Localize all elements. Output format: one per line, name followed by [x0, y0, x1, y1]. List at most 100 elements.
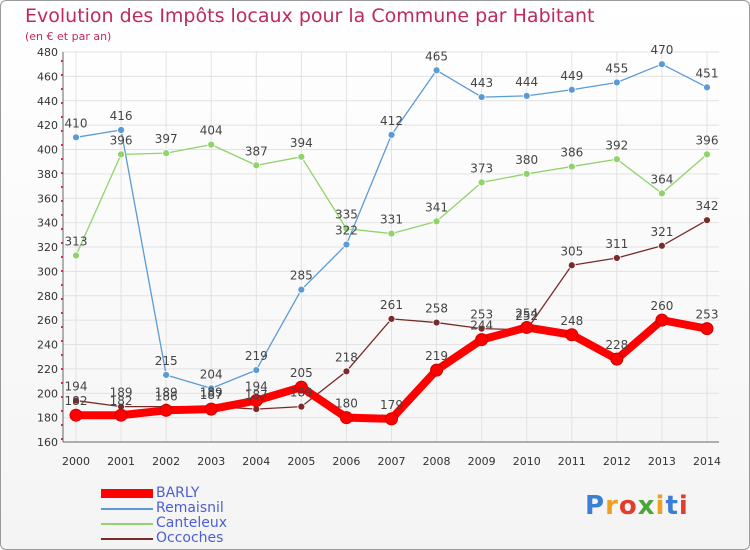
x-tick-label: 2011 — [558, 455, 586, 468]
y-tick-label: 420 — [37, 119, 58, 132]
legend-swatch — [101, 538, 153, 540]
data-point-remaisnil — [342, 240, 351, 249]
data-point-barly — [249, 394, 263, 408]
data-label-barly: 254 — [515, 306, 538, 320]
y-axis-minor-tick — [61, 200, 63, 202]
data-label-barly: 219 — [425, 349, 448, 363]
y-axis-minor-tick — [61, 186, 63, 188]
data-label-occoches: 189 — [155, 386, 178, 400]
data-point-canteleux — [207, 140, 216, 149]
data-point-canteleux — [72, 251, 80, 260]
data-point-canteleux — [297, 152, 306, 161]
x-tick-label: 2010 — [513, 455, 541, 468]
legend-label: BARLY — [156, 485, 200, 501]
x-tick-label: 2002 — [152, 455, 180, 468]
data-label-remaisnil: 444 — [515, 75, 538, 89]
data-label-canteleux: 380 — [515, 153, 538, 167]
y-axis-minor-tick — [61, 438, 63, 440]
data-label-canteleux: 386 — [560, 146, 583, 160]
logo-letter: o — [618, 491, 638, 521]
data-label-barly: 182 — [65, 394, 88, 408]
y-axis-minor-tick — [61, 130, 63, 132]
data-label-canteleux: 396 — [110, 133, 133, 147]
x-tick-label: 2008 — [423, 455, 451, 468]
data-point-canteleux — [612, 155, 621, 164]
data-point-barly — [700, 322, 714, 336]
data-point-remaisnil — [612, 78, 621, 87]
data-label-remaisnil: 285 — [290, 269, 313, 283]
y-axis-minor-tick — [61, 340, 63, 342]
legend-swatch — [101, 508, 153, 510]
data-label-canteleux: 387 — [245, 144, 268, 158]
data-label-barly: 182 — [110, 394, 133, 408]
data-point-barly — [475, 333, 489, 347]
data-point-remaisnil — [162, 371, 171, 379]
y-axis-minor-tick — [61, 116, 63, 118]
y-axis-minor-tick — [61, 424, 63, 426]
data-point-remaisnil — [297, 285, 306, 294]
y-tick-label: 200 — [37, 387, 58, 400]
data-label-occoches: 321 — [650, 225, 673, 239]
data-point-canteleux — [658, 189, 666, 198]
data-point-remaisnil — [387, 130, 396, 139]
data-point-canteleux — [252, 161, 261, 170]
y-tick-label: 240 — [37, 339, 58, 352]
data-point-barly — [339, 411, 353, 425]
logo-letter: r — [605, 491, 619, 521]
data-label-remaisnil: 215 — [155, 354, 178, 368]
x-tick-label: 2012 — [603, 455, 631, 468]
data-label-remaisnil: 443 — [470, 76, 493, 90]
logo-letter: t — [665, 491, 679, 521]
data-label-occoches: 258 — [425, 302, 448, 316]
y-axis-minor-tick — [61, 172, 63, 174]
y-tick-label: 260 — [37, 314, 58, 327]
data-label-remaisnil: 465 — [425, 49, 448, 63]
y-axis-minor-tick — [61, 74, 63, 76]
x-tick-label: 2005 — [287, 455, 315, 468]
data-label-occoches: 194 — [65, 380, 88, 394]
data-label-canteleux: 404 — [200, 124, 223, 138]
data-label-occoches: 311 — [605, 237, 628, 251]
legend-label: Canteleux — [156, 515, 227, 531]
data-point-barly — [69, 408, 83, 422]
data-label-remaisnil: 455 — [605, 61, 628, 75]
proxiti-logo: Proxiti — [585, 491, 689, 521]
data-point-remaisnil — [522, 91, 531, 100]
y-axis-minor-tick — [61, 158, 63, 160]
data-point-remaisnil — [477, 93, 486, 101]
data-point-barly — [610, 352, 624, 366]
y-axis-minor-tick — [61, 382, 63, 384]
y-tick-label: 440 — [37, 95, 58, 108]
data-label-barly: 260 — [650, 299, 673, 313]
data-label-canteleux: 373 — [470, 161, 493, 175]
x-tick-label: 2009 — [468, 455, 496, 468]
data-label-canteleux: 341 — [425, 200, 448, 214]
y-axis-minor-tick — [61, 270, 63, 272]
data-label-barly: 244 — [470, 319, 493, 333]
x-tick-label: 2007 — [378, 455, 406, 468]
data-label-canteleux: 335 — [335, 208, 358, 222]
y-axis-minor-tick — [61, 410, 63, 412]
y-axis-minor-tick — [61, 102, 63, 104]
x-tick-label: 2004 — [242, 455, 270, 468]
data-point-barly — [294, 380, 308, 394]
data-label-canteleux: 331 — [380, 213, 403, 227]
data-point-barly — [114, 408, 128, 422]
y-axis-minor-tick — [61, 354, 63, 356]
data-point-remaisnil — [703, 83, 711, 92]
data-point-barly — [520, 320, 534, 334]
data-point-occoches — [612, 254, 621, 262]
data-label-occoches: 189 — [110, 386, 133, 400]
data-label-canteleux: 394 — [290, 136, 313, 150]
legend-label: Occoches — [156, 530, 224, 546]
data-point-occoches — [658, 241, 666, 250]
y-tick-label: 360 — [37, 192, 58, 205]
data-label-canteleux: 397 — [155, 132, 178, 146]
legend-swatch — [101, 489, 153, 498]
data-label-occoches: 189 — [200, 386, 223, 400]
data-point-canteleux — [117, 150, 125, 159]
data-label-occoches: 189 — [290, 386, 313, 400]
data-label-remaisnil: 322 — [335, 224, 358, 238]
legend-label: Remaisnil — [156, 500, 224, 516]
